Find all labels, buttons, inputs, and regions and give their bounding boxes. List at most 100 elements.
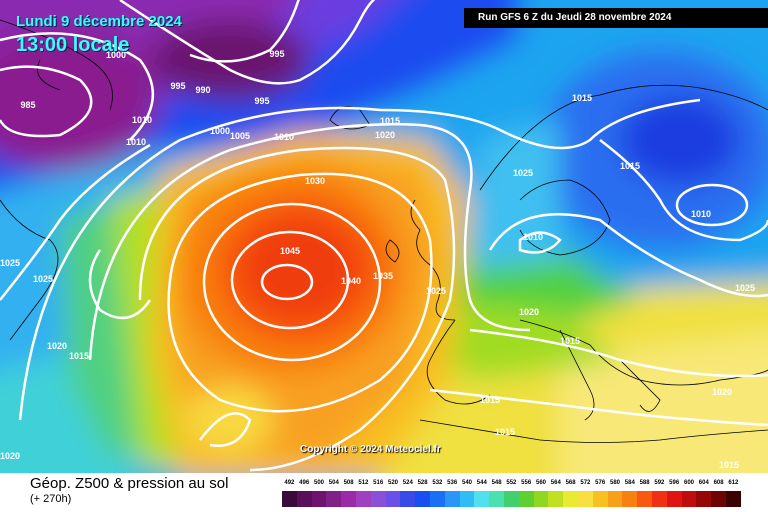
legend-label: 496 — [299, 480, 310, 486]
weather-map: 1000 995 995 990 995 985 1010 1010 1000 1005 1010 1… — [0, 0, 768, 473]
legend-label: 520 — [387, 480, 398, 486]
legend-label: 608 — [713, 480, 724, 486]
pressure-label: 1015 — [719, 460, 739, 470]
legend-swatch — [489, 491, 504, 507]
product-title: Géop. Z500 & pression au sol — [30, 475, 229, 492]
legend-swatch — [637, 491, 652, 507]
legend-swatch — [577, 491, 593, 507]
legend-label: 584 — [624, 480, 635, 486]
color-legend: 492 496 500 504 508 512 516 520 524 528 532 536 540 5… — [282, 479, 758, 509]
legend-swatch — [326, 491, 342, 507]
legend-swatch — [681, 491, 697, 507]
pressure-label: 1015 — [69, 351, 89, 361]
legend-swatch — [711, 491, 726, 507]
pressure-label: 1020 — [712, 387, 732, 397]
legend-label: 568 — [565, 480, 576, 486]
copyright-text: Copyright © 2024 Meteociel.fr — [300, 444, 441, 455]
legend-label: 536 — [447, 480, 458, 486]
pressure-label: 1035 — [373, 271, 393, 281]
legend-label: 564 — [550, 480, 561, 486]
pressure-label: 1010 — [691, 209, 711, 219]
forecast-date: Lundi 9 décembre 2024 — [16, 13, 182, 30]
legend-swatch — [385, 491, 401, 507]
forecast-time: 13:00 locale — [16, 34, 130, 56]
pressure-label: 1040 — [341, 276, 361, 286]
legend-label: 604 — [698, 480, 709, 486]
legend-label: 548 — [491, 480, 502, 486]
legend-label: 508 — [343, 480, 354, 486]
pressure-label: 1025 — [735, 283, 755, 293]
legend-label: 524 — [402, 480, 413, 486]
legend-swatch — [355, 491, 371, 507]
legend-swatch — [666, 491, 682, 507]
pressure-label: 1015 — [572, 93, 592, 103]
pressure-label: 1000 — [210, 126, 230, 136]
pressure-label: 1015 — [380, 116, 400, 126]
legend-label: 588 — [639, 480, 650, 486]
legend-label: 504 — [328, 480, 339, 486]
legend-swatch — [341, 491, 356, 507]
pressure-label: 1015 — [620, 161, 640, 171]
legend-swatch — [296, 491, 312, 507]
pressure-label: 995 — [269, 49, 284, 59]
legend-swatch — [503, 491, 519, 507]
legend-swatch — [651, 491, 667, 507]
legend-label: 500 — [313, 480, 324, 486]
legend-label: 592 — [654, 480, 665, 486]
legend-swatch — [370, 491, 386, 507]
legend-swatch — [474, 491, 490, 507]
legend-swatch — [400, 491, 416, 507]
pressure-label: 1010 — [523, 232, 543, 242]
legend-swatch — [518, 491, 534, 507]
pressure-label: 1015 — [495, 427, 515, 437]
pressure-label: 995 — [254, 96, 269, 106]
pressure-label: 1010 — [126, 137, 146, 147]
model-run-info: Run GFS 6 Z du Jeudi 28 novembre 2024 — [464, 8, 768, 28]
legend-swatch — [696, 491, 712, 507]
pressure-label: 1020 — [519, 307, 539, 317]
pressure-label: 1020 — [0, 451, 20, 461]
lead-time: (+ 270h) — [30, 493, 72, 505]
pressure-label: 995 — [170, 81, 185, 91]
legend-label: 556 — [521, 480, 532, 486]
pressure-label: 990 — [195, 85, 210, 95]
legend-label: 492 — [284, 480, 295, 486]
legend-label: 572 — [580, 480, 591, 486]
legend-label: 580 — [609, 480, 620, 486]
pressure-label: 1000 — [106, 50, 126, 60]
pressure-label: 1020 — [47, 341, 67, 351]
legend-label: 544 — [476, 480, 487, 486]
pressure-label: 1010 — [132, 115, 152, 125]
legend-label: 600 — [683, 480, 694, 486]
legend-label: 512 — [358, 480, 369, 486]
legend-label: 576 — [595, 480, 606, 486]
legend-swatch — [563, 491, 578, 507]
legend-swatches — [282, 491, 741, 507]
legend-label: 532 — [432, 480, 443, 486]
legend-swatch — [429, 491, 445, 507]
pressure-label: 1025 — [426, 286, 446, 296]
pressure-label: 1015 — [480, 395, 500, 405]
pressure-label: 1025 — [513, 168, 533, 178]
pressure-label: 1010 — [274, 132, 294, 142]
legend-swatch — [592, 491, 608, 507]
footer-bar: Géop. Z500 & pression au sol (+ 270h) 49… — [0, 473, 768, 512]
legend-label: 540 — [461, 480, 472, 486]
legend-swatch — [282, 491, 297, 507]
isobars — [0, 0, 768, 470]
legend-swatch — [415, 491, 430, 507]
pressure-label: 1030 — [305, 176, 325, 186]
legend-label: 552 — [506, 480, 517, 486]
legend-swatch — [607, 491, 623, 507]
pressure-label: 1025 — [0, 258, 20, 268]
legend-label: 596 — [669, 480, 680, 486]
legend-swatch — [622, 491, 638, 507]
legend-swatch — [311, 491, 327, 507]
legend-swatch — [533, 491, 549, 507]
legend-label: 516 — [373, 480, 384, 486]
pressure-label: 1005 — [230, 131, 250, 141]
pressure-label: 1020 — [375, 130, 395, 140]
legend-label: 560 — [535, 480, 546, 486]
legend-label: 528 — [417, 480, 428, 486]
